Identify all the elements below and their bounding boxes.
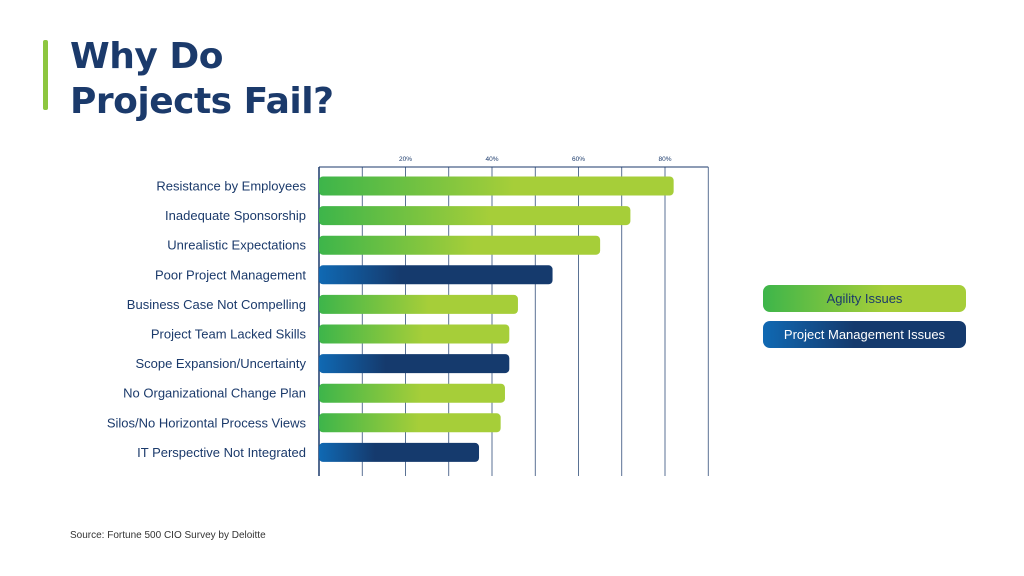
legend-agility-label: Agility Issues: [826, 291, 903, 306]
category-label: Scope Expansion/Uncertainty: [135, 356, 306, 371]
category-label: Business Case Not Compelling: [127, 297, 306, 312]
category-label: Unrealistic Expectations: [167, 238, 306, 253]
x-tick-label: 40%: [485, 156, 498, 163]
x-tick-label: 80%: [658, 156, 671, 163]
category-label: Poor Project Management: [155, 267, 306, 282]
category-label: IT Perspective Not Integrated: [137, 445, 306, 460]
bar: [319, 324, 510, 344]
page-title: Why Do Projects Fail?: [70, 34, 334, 124]
page-title-line-2: Projects Fail?: [70, 81, 334, 122]
bar: [319, 265, 553, 285]
bar: [319, 176, 674, 196]
category-label: Silos/No Horizontal Process Views: [107, 415, 307, 430]
legend-project-management-issues: Project Management Issues: [763, 321, 966, 348]
legend-agility-issues: Agility Issues: [763, 285, 966, 312]
bar: [319, 442, 480, 462]
bar: [319, 235, 601, 255]
bar: [319, 413, 501, 433]
x-tick-label: 60%: [572, 156, 585, 163]
category-label: Inadequate Sponsorship: [165, 208, 306, 223]
source-note: Source: Fortune 500 CIO Survey by Deloit…: [70, 530, 266, 541]
legend-pm-label: Project Management Issues: [783, 327, 946, 342]
bar: [319, 354, 510, 374]
category-label: No Organizational Change Plan: [123, 386, 306, 401]
title-accent-bar: [43, 40, 48, 110]
bar: [319, 206, 631, 226]
category-label: Resistance by Employees: [156, 179, 306, 194]
bar: [319, 294, 518, 314]
bar: [319, 383, 505, 403]
x-tick-label: 20%: [399, 156, 412, 163]
page-title-line-1: Why Do: [70, 36, 223, 77]
category-label: Project Team Lacked Skills: [151, 327, 307, 342]
